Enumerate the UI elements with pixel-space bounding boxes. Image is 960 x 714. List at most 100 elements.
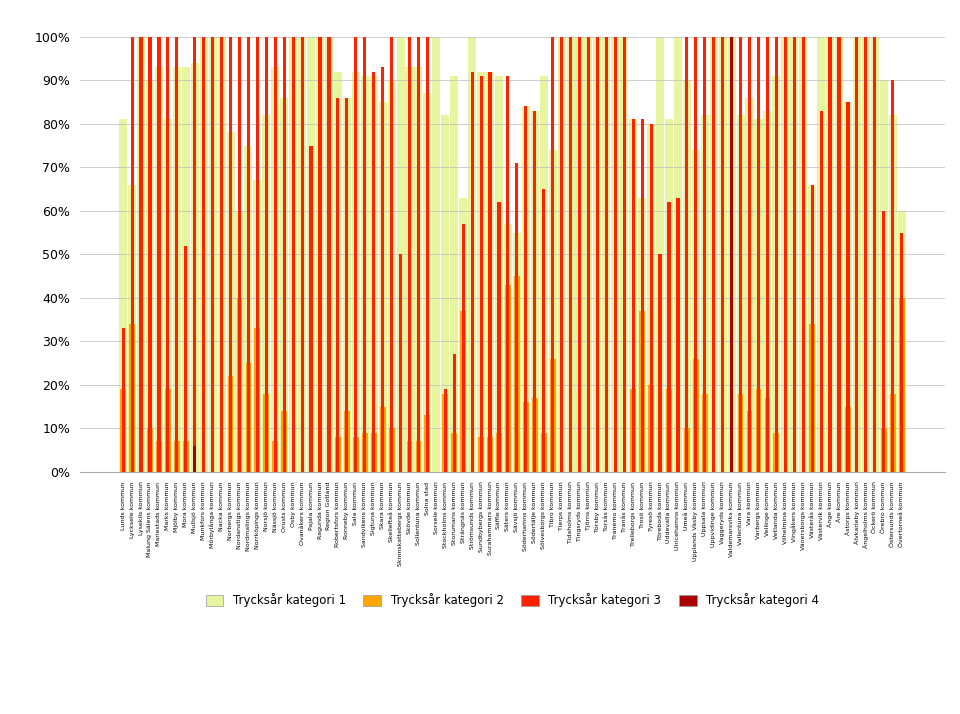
Bar [262,115,271,472]
Bar [533,111,537,472]
Bar [701,115,708,472]
Bar [513,233,521,472]
Bar [147,428,153,472]
Bar [131,36,133,472]
Bar [423,94,431,472]
Bar [460,311,467,472]
Bar [211,36,214,472]
Bar [835,36,843,472]
Bar [898,211,905,472]
Bar [864,36,868,472]
Bar [605,36,608,472]
Bar [324,36,333,472]
Bar [459,198,468,472]
Bar [647,124,655,472]
Bar [405,67,414,472]
Bar [540,433,546,472]
Bar [378,102,387,472]
Bar [656,36,664,472]
Bar [426,36,429,472]
Bar [166,36,170,472]
Bar [265,36,268,472]
Bar [596,36,599,472]
Legend: Trycksår kategori 1, Trycksår kategori 2, Trycksår kategori 3, Trycksår kategori: Trycksår kategori 1, Trycksår kategori 2… [201,589,824,612]
Bar [183,441,189,472]
Bar [728,36,735,472]
Bar [862,36,870,472]
Bar [578,36,581,472]
Bar [327,36,330,472]
Bar [889,115,897,472]
Bar [300,36,303,472]
Bar [683,80,691,472]
Bar [184,246,187,472]
Bar [542,189,545,472]
Bar [793,36,796,472]
Bar [415,67,422,472]
Bar [575,36,584,472]
Bar [709,36,718,472]
Bar [444,389,446,472]
Bar [155,67,163,472]
Bar [844,102,852,472]
Bar [477,71,485,472]
Bar [648,385,654,472]
Bar [246,363,252,472]
Bar [692,150,700,472]
Bar [164,119,172,472]
Bar [235,211,244,472]
Bar [120,389,126,472]
Bar [200,36,207,472]
Bar [389,428,395,472]
Bar [363,36,367,472]
Bar [442,115,449,472]
Bar [462,224,465,472]
Bar [450,76,458,472]
Bar [730,36,733,472]
Bar [852,36,861,472]
Bar [685,36,688,472]
Bar [496,433,502,472]
Bar [900,233,903,472]
Bar [820,111,823,472]
Bar [245,146,252,472]
Bar [335,437,341,472]
Bar [551,36,554,472]
Bar [665,119,673,472]
Bar [220,36,223,472]
Bar [781,36,789,472]
Bar [505,285,511,472]
Bar [890,393,896,472]
Bar [416,441,421,472]
Bar [674,36,682,472]
Bar [130,324,135,472]
Bar [632,119,635,472]
Bar [292,36,295,472]
Bar [417,36,420,472]
Bar [424,416,430,472]
Bar [506,76,510,472]
Bar [881,428,887,472]
Bar [845,406,851,472]
Bar [587,36,590,472]
Bar [334,71,342,472]
Bar [399,254,402,472]
Bar [191,63,199,472]
Bar [694,36,697,472]
Bar [524,106,527,472]
Bar [721,36,724,472]
Bar [453,354,456,472]
Bar [566,36,575,472]
Bar [157,36,160,472]
Bar [756,389,761,472]
Bar [137,36,145,472]
Bar [343,98,351,472]
Bar [497,202,500,472]
Bar [808,185,816,472]
Bar [638,198,646,472]
Bar [371,433,376,472]
Bar [514,276,519,472]
Bar [882,211,885,472]
Bar [173,67,180,472]
Bar [353,437,359,472]
